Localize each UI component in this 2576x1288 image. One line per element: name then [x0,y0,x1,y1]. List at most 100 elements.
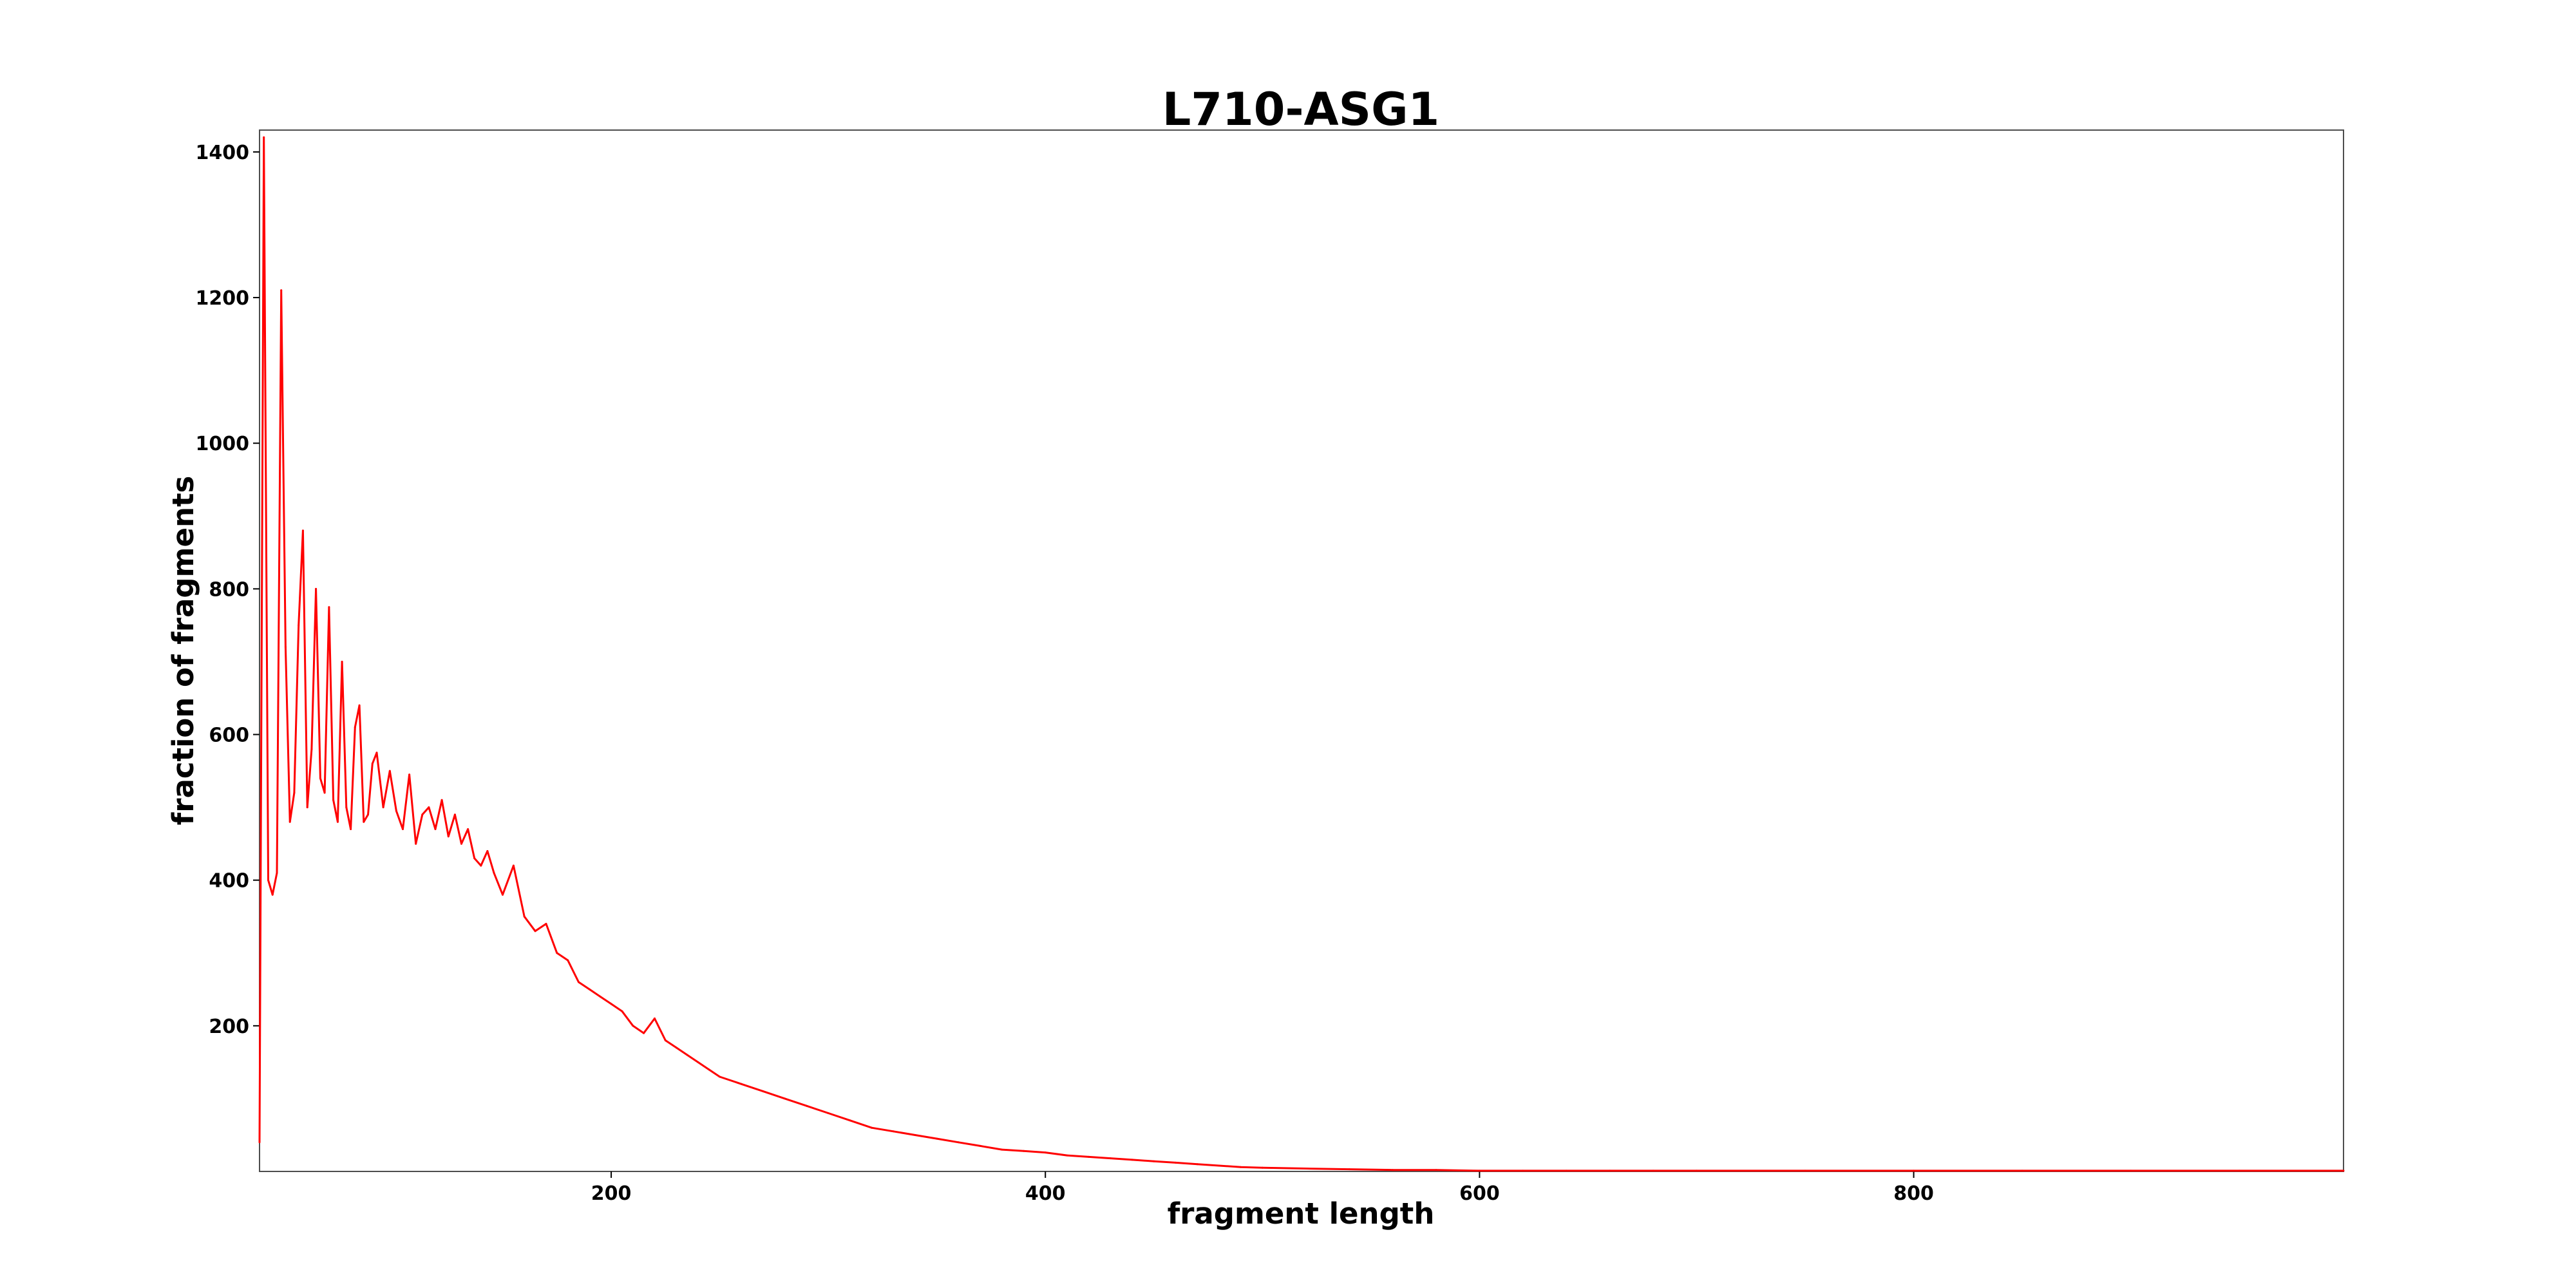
data-point [588,988,591,990]
data-point [1196,1163,1198,1166]
data-point [632,1025,634,1027]
data-point [415,842,417,845]
data-point [258,1141,261,1144]
y-tick-label: 1000 [196,433,250,455]
data-point [493,871,495,874]
data-point [2342,1170,2345,1172]
data-point [957,1141,960,1144]
data-point [388,770,391,772]
data-point [1153,1160,1155,1162]
x-tick-label: 800 [1893,1182,1934,1205]
data-point [473,857,476,860]
data-point [567,959,569,961]
data-point [280,289,283,292]
data-point [1652,1170,1654,1172]
data-point [306,806,308,809]
data-point [740,1083,743,1085]
y-tick-label: 1400 [196,142,250,164]
data-point [806,1104,808,1107]
data-point [1218,1164,1220,1167]
data-point [460,842,462,845]
x-axis-ticks: 200 400 600 800 [591,1171,1934,1205]
data-point [686,1054,688,1056]
data-point [1066,1154,1068,1157]
data-point [1088,1155,1090,1158]
data-point [363,820,365,823]
y-tick-label: 600 [209,724,249,747]
data-point [358,704,361,706]
data-point [1131,1159,1133,1161]
data-point [523,915,526,918]
data-point [892,1130,895,1133]
data-point [1023,1150,1025,1152]
data-point [512,864,515,867]
data-point [341,661,343,663]
data-point [371,762,374,765]
data-point [447,835,450,838]
data-point [467,828,469,830]
data-point [675,1046,677,1049]
data-point [1261,1166,1264,1169]
data-point [375,752,378,754]
data-point [440,799,443,801]
data-point [276,871,278,874]
data-point [354,726,356,728]
data-point [428,806,430,809]
data-point [827,1112,829,1114]
data-point [1001,1148,1003,1151]
data-point [849,1119,851,1122]
data-point [610,1003,612,1005]
data-point [421,813,424,816]
data-point [1044,1151,1046,1154]
data-point [979,1144,981,1147]
data-point [271,893,274,896]
data-point [1478,1170,1481,1172]
data-point [502,893,504,896]
data-point [599,996,601,998]
data-point [328,606,330,609]
data-point [2130,1170,2132,1172]
series-line-0 [258,136,2344,1172]
data-point [1240,1166,1242,1168]
data-point [2238,1170,2240,1172]
plot-frame [259,129,2344,1172]
data-point [1913,1170,1915,1172]
data-point [936,1137,938,1140]
data-point [453,813,456,816]
data-point [367,813,369,816]
y-tick-label: 800 [209,578,249,601]
data-point [298,624,300,627]
data-point [1565,1170,1567,1172]
data-point [654,1018,656,1019]
data-point [336,820,339,823]
data-point [345,806,348,809]
series-group [258,136,2345,1172]
data-point [289,820,291,823]
data-point [332,799,335,801]
data-point [319,777,321,779]
x-tick-label: 600 [1459,1182,1500,1205]
data-point [1804,1170,1806,1172]
x-axis-label: fragment length [1168,1197,1435,1231]
data-point [1305,1168,1307,1170]
chart-title: L710-ASG1 [1162,83,1440,136]
data-point [545,923,547,925]
data-point [1175,1161,1177,1164]
data-point [643,1032,645,1034]
data-point [310,748,313,750]
data-point [315,587,317,590]
data-point [914,1134,916,1136]
x-tick-label: 400 [1025,1182,1066,1205]
data-point [480,864,482,867]
data-point [1348,1168,1350,1171]
data-point [1109,1157,1112,1160]
data-point [708,1068,710,1071]
y-axis-ticks: 200 400 600 800 1000 1200 1400 [196,142,260,1038]
data-point [323,791,326,794]
data-point [1392,1169,1394,1171]
data-point [534,930,536,933]
data-point [719,1075,721,1078]
data-point [2021,1170,2023,1172]
y-axis-label: fraction of fragments [166,476,200,826]
